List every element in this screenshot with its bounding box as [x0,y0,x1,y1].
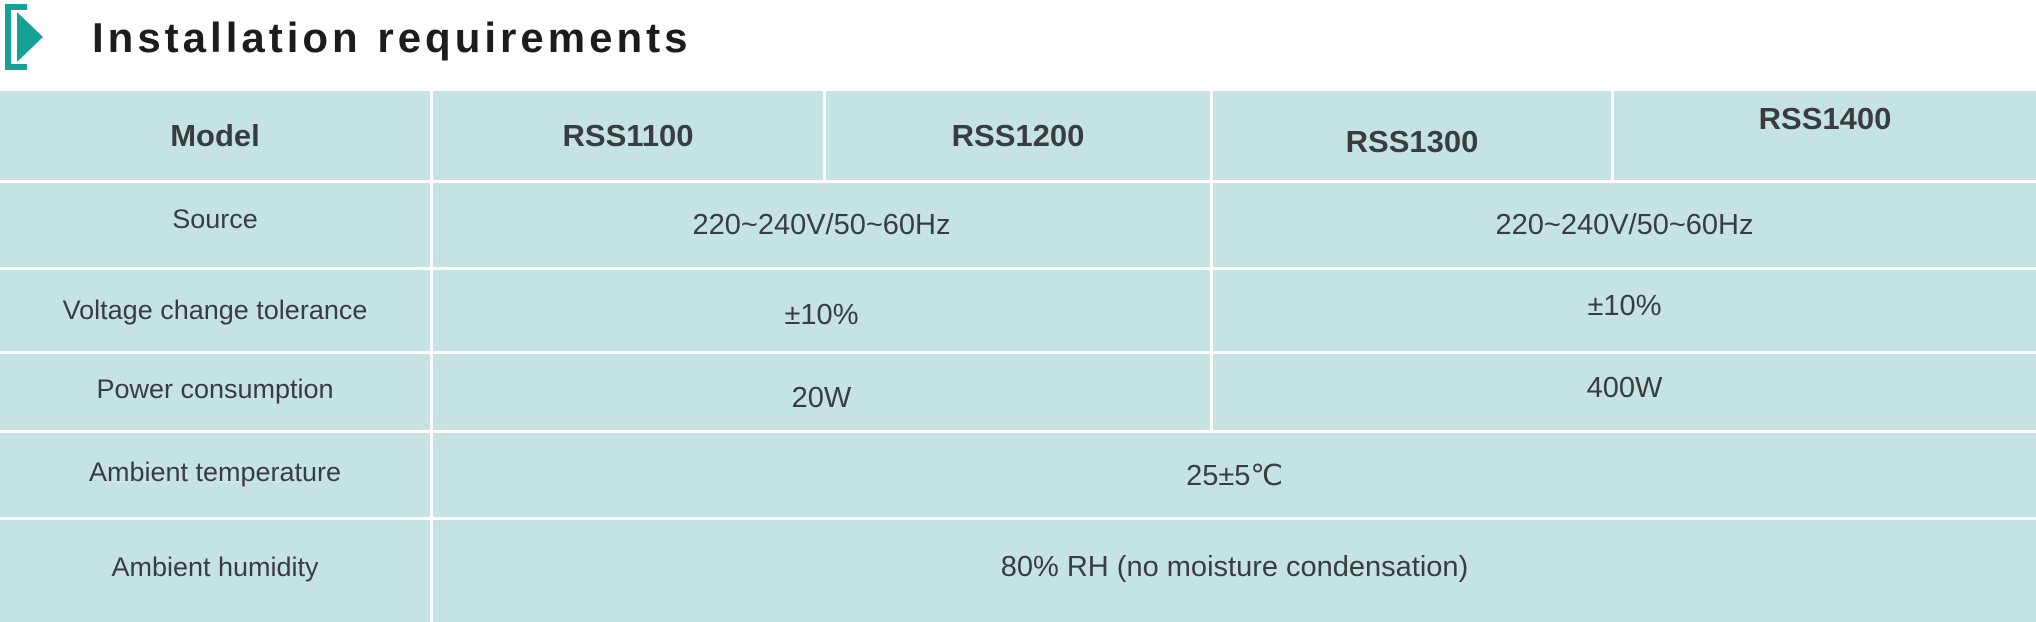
header-rss1300: RSS1300 [1213,91,1611,180]
row-label-voltage-tolerance: Voltage change tolerance [0,270,430,351]
page-title: Installation requirements [92,14,692,61]
header-model: Model [0,91,430,180]
row-label-power-consumption: Power consumption [0,354,430,430]
voltage-tolerance-right: ±10% [1213,270,2036,351]
row-label-ambient-humidity: Ambient humidity [0,520,430,622]
source-rss1300-1400: 220~240V/50~60Hz [1213,183,2036,267]
ambient-temperature-value: 25±5℃ [433,433,2036,517]
source-rss1100-1200: 220~240V/50~60Hz [433,183,1210,267]
ambient-humidity-value: 80% RH (no moisture condensation) [433,520,2036,622]
row-label-ambient-temperature: Ambient temperature [0,433,430,517]
voltage-tolerance-left: ±10% [433,270,1210,351]
header-rss1200: RSS1200 [826,91,1210,180]
header-rss1100: RSS1100 [433,91,823,180]
header-rss1400: RSS1400 [1614,91,2036,180]
row-label-source: Source [0,183,430,267]
power-consumption-right: 400W [1213,354,2036,430]
power-consumption-left: 20W [433,354,1210,430]
section-marker-icon [5,4,43,70]
